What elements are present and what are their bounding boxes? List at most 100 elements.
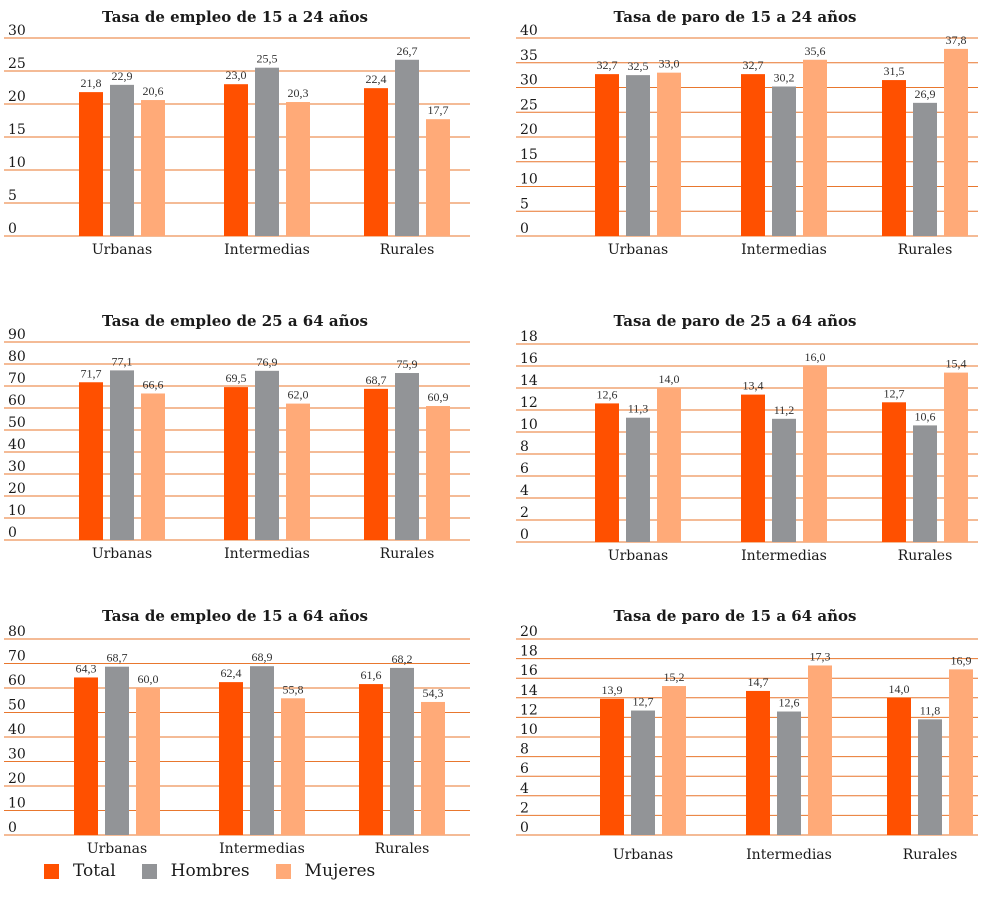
data-label-hombres-urbanas: 11,3 [628, 402, 649, 416]
legend-label-mujeres: Mujeres [304, 861, 376, 881]
y-tick-label-0: 0 [520, 820, 529, 836]
bar-total-intermedias [224, 387, 248, 540]
y-tick-label-4: 4 [520, 483, 529, 499]
data-label-hombres-urbanas: 77,1 [112, 354, 133, 368]
category-label-intermedias: Intermedias [746, 847, 832, 863]
bar-hombres-rurales [395, 59, 419, 236]
chart-title: Tasa de empleo de 25 a 64 años [102, 312, 368, 330]
bar-mujeres-rurales [421, 701, 445, 835]
legend-label-hombres: Hombres [170, 861, 250, 881]
bar-hombres-rurales [913, 425, 937, 542]
bar-total-intermedias [219, 682, 243, 835]
bar-hombres-urbanas [626, 417, 650, 542]
category-label-intermedias: Intermedias [224, 242, 310, 258]
y-tick-label-50: 50 [8, 698, 26, 714]
y-tick-label-20: 20 [520, 122, 538, 138]
data-label-hombres-rurales: 10,6 [915, 409, 936, 423]
chart-title: Tasa de paro de 25 a 64 años [614, 312, 857, 330]
bar-mujeres-intermedias [286, 102, 310, 237]
category-label-urbanas: Urbanas [613, 847, 673, 863]
chart-paro-15-64: Tasa de paro de 15 a 64 años 0 2 4 6 8 10 12 14 1… [500, 595, 990, 865]
y-tick-label-80: 80 [8, 349, 26, 365]
category-label-rurales: Rurales [898, 548, 953, 564]
category-label-intermedias: Intermedias [741, 548, 827, 564]
data-label-total-urbanas: 71,7 [81, 366, 102, 380]
data-label-hombres-rurales: 68,2 [392, 652, 413, 666]
y-tick-label-8: 8 [520, 742, 529, 758]
data-label-hombres-intermedias: 30,2 [774, 71, 795, 85]
y-tick-label-20: 20 [8, 481, 26, 497]
data-label-total-urbanas: 12,6 [597, 387, 618, 401]
bar-hombres-urbanas [110, 84, 134, 236]
y-tick-label-70: 70 [8, 649, 26, 665]
bar-total-urbanas [74, 677, 98, 835]
data-label-hombres-intermedias: 68,9 [252, 650, 273, 664]
data-label-mujeres-intermedias: 16,0 [805, 350, 826, 364]
y-tick-label-0: 0 [8, 820, 17, 836]
bar-hombres-rurales [390, 667, 414, 835]
data-label-total-intermedias: 62,4 [221, 666, 242, 680]
category-label-rurales: Rurales [380, 546, 435, 562]
bar-mujeres-rurales [426, 406, 450, 540]
y-tick-label-25: 25 [520, 97, 538, 113]
y-tick-label-90: 90 [8, 327, 26, 343]
y-tick-label-25: 25 [8, 56, 26, 72]
data-label-hombres-urbanas: 22,9 [112, 69, 133, 83]
bar-hombres-rurales [913, 102, 937, 236]
bar-total-urbanas [595, 74, 619, 236]
data-label-hombres-rurales: 75,9 [397, 357, 418, 371]
bar-mujeres-intermedias [286, 403, 310, 540]
data-label-mujeres-intermedias: 55,8 [283, 682, 304, 696]
y-tick-label-0: 0 [520, 221, 529, 237]
y-tick-label-15: 15 [520, 147, 538, 163]
bar-total-intermedias [741, 394, 765, 542]
y-tick-label-30: 30 [520, 73, 538, 89]
y-tick-label-60: 60 [8, 393, 26, 409]
bar-hombres-intermedias [255, 370, 279, 540]
data-label-total-rurales: 31,5 [884, 64, 905, 78]
legend-swatch-hombres [141, 863, 157, 879]
legend-swatch-total [44, 863, 59, 879]
bar-mujeres-rurales [949, 669, 973, 835]
data-label-hombres-intermedias: 25,5 [257, 52, 278, 66]
data-label-mujeres-intermedias: 62,0 [288, 388, 309, 402]
data-label-hombres-rurales: 26,7 [397, 44, 418, 58]
category-label-urbanas: Urbanas [92, 546, 152, 562]
y-tick-label-40: 40 [8, 437, 26, 453]
data-label-mujeres-urbanas: 14,0 [659, 372, 680, 386]
data-label-total-urbanas: 13,9 [602, 683, 623, 697]
y-tick-label-10: 10 [520, 172, 538, 188]
data-label-total-rurales: 61,6 [361, 668, 382, 682]
data-label-mujeres-intermedias: 17,3 [810, 649, 831, 663]
data-label-total-intermedias: 69,5 [226, 371, 247, 385]
y-tick-label-0: 0 [8, 221, 17, 237]
bar-total-intermedias [746, 690, 770, 835]
data-label-mujeres-intermedias: 35,6 [805, 44, 826, 58]
data-label-mujeres-rurales: 16,9 [951, 653, 972, 667]
legend-item-mujeres: Mujeres [275, 861, 376, 881]
bar-mujeres-intermedias [281, 698, 305, 835]
data-label-mujeres-urbanas: 33,0 [659, 57, 680, 71]
data-label-hombres-rurales: 11,8 [920, 703, 941, 717]
data-label-mujeres-rurales: 37,8 [946, 33, 967, 47]
data-label-total-urbanas: 64,3 [76, 661, 97, 675]
y-tick-label-20: 20 [8, 771, 26, 787]
data-label-hombres-rurales: 26,9 [915, 87, 936, 101]
bar-mujeres-intermedias [803, 366, 827, 542]
legend-item-hombres: Hombres [141, 861, 250, 881]
y-tick-label-20: 20 [520, 624, 538, 640]
bar-hombres-intermedias [772, 418, 796, 542]
data-label-total-rurales: 68,7 [366, 373, 387, 387]
y-tick-label-12: 12 [520, 702, 538, 718]
chart-title: Tasa de paro de 15 a 24 años [614, 8, 857, 26]
category-label-intermedias: Intermedias [219, 841, 305, 857]
data-label-mujeres-urbanas: 66,6 [143, 377, 164, 391]
bar-hombres-intermedias [250, 666, 274, 835]
chart-empleo-15-64: Tasa de empleo de 15 a 64 años 0 10 20 30 40 5… [0, 595, 490, 865]
category-label-rurales: Rurales [380, 242, 435, 258]
y-tick-label-16: 16 [520, 663, 538, 679]
bar-total-rurales [887, 697, 911, 835]
y-tick-label-6: 6 [520, 761, 529, 777]
data-label-hombres-intermedias: 12,6 [779, 696, 800, 710]
data-label-total-rurales: 12,7 [884, 386, 905, 400]
